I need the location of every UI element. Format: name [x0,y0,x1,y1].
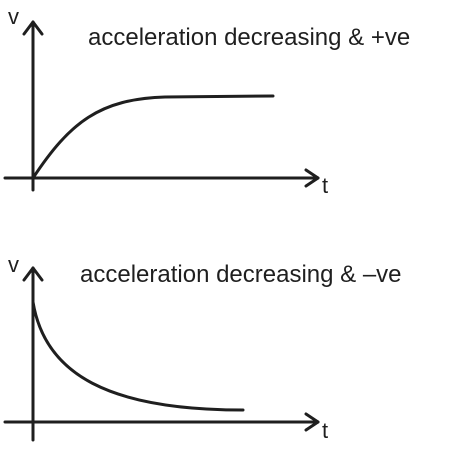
graph-2-y-axis-label: v [8,252,19,277]
graph-1-y-axis-arrowhead [22,20,44,36]
graph-1-velocity-curve [31,94,275,180]
graph-2-caption: acceleration decreasing & –ve [80,261,402,288]
graph-2-x-axis-label: t [322,418,328,443]
graph-2-y-axis-arrowhead [22,266,44,282]
graph-2-velocity-curve [31,300,245,412]
graph-2-x-axis-arrowhead [304,412,320,432]
graph-acceleration-decreasing-positive: v t acceleration decreasing & +ve [3,4,410,198]
graph-1-x-axis-label: t [322,173,328,198]
graph-1-y-axis-label: v [8,4,19,29]
graph-acceleration-decreasing-negative: v t acceleration decreasing & –ve [3,252,402,443]
graph-1-caption: acceleration decreasing & +ve [88,24,410,51]
graph-1-x-axis-arrowhead [304,168,320,188]
